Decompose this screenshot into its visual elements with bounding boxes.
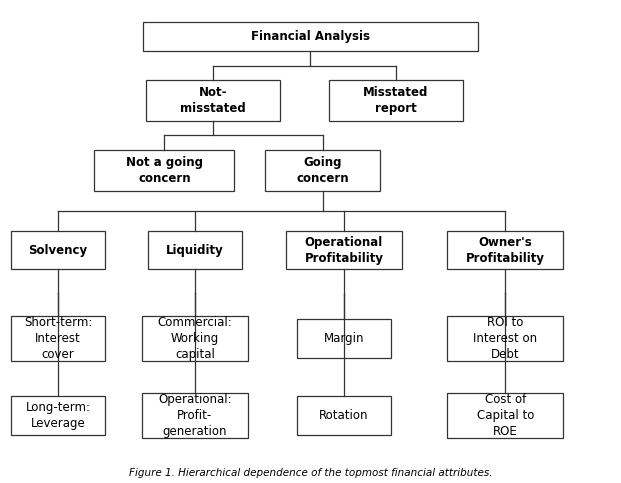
FancyBboxPatch shape [11,397,105,435]
Text: Not a going
concern: Not a going concern [126,156,203,185]
FancyBboxPatch shape [447,231,563,270]
Text: ROI to
Interest on
Debt: ROI to Interest on Debt [473,316,537,361]
FancyBboxPatch shape [297,319,391,358]
FancyBboxPatch shape [329,80,463,121]
Text: Financial Analysis: Financial Analysis [251,30,370,43]
Text: Rotation: Rotation [319,409,369,422]
Text: Liquidity: Liquidity [166,243,224,256]
Text: Commercial:
Working
capital: Commercial: Working capital [158,316,232,361]
Text: Not-
misstated: Not- misstated [180,85,246,114]
FancyBboxPatch shape [447,316,563,361]
FancyBboxPatch shape [447,393,563,439]
Text: Short-term:
Interest
cover: Short-term: Interest cover [24,316,92,361]
FancyBboxPatch shape [148,231,242,270]
FancyBboxPatch shape [11,316,105,361]
Text: Margin: Margin [324,332,365,345]
FancyBboxPatch shape [146,80,280,121]
FancyBboxPatch shape [142,393,248,439]
FancyBboxPatch shape [11,231,105,270]
Text: Operational:
Profit-
generation: Operational: Profit- generation [158,393,232,438]
FancyBboxPatch shape [265,150,381,191]
FancyBboxPatch shape [297,397,391,435]
Text: Cost of
Capital to
ROE: Cost of Capital to ROE [476,393,534,438]
Text: Figure 1. Hierarchical dependence of the topmost financial attributes.: Figure 1. Hierarchical dependence of the… [129,468,492,478]
Text: Solvency: Solvency [29,243,88,256]
FancyBboxPatch shape [286,231,402,270]
Text: Going
concern: Going concern [296,156,349,185]
Text: Misstated
report: Misstated report [363,85,428,114]
FancyBboxPatch shape [143,22,478,51]
FancyBboxPatch shape [142,316,248,361]
FancyBboxPatch shape [94,150,234,191]
Text: Long-term:
Leverage: Long-term: Leverage [25,401,91,430]
Text: Owner's
Profitability: Owner's Profitability [466,236,545,265]
Text: Operational
Profitability: Operational Profitability [304,236,384,265]
